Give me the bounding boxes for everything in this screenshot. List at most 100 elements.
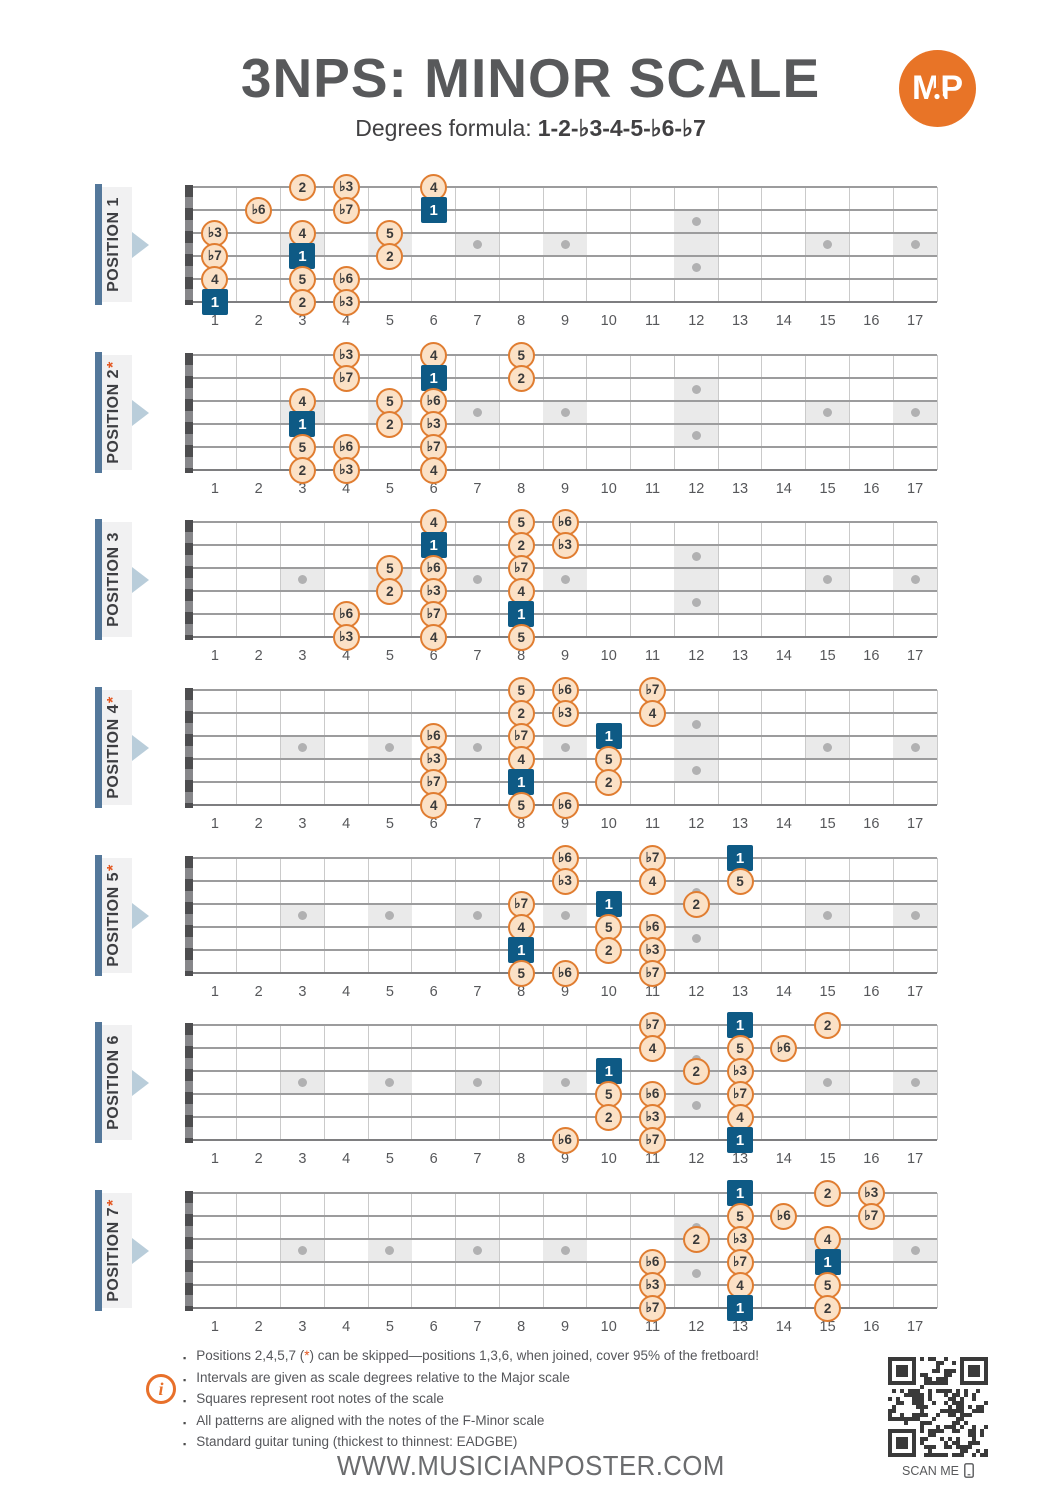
fret-number: 8: [517, 816, 526, 832]
note-marker: ♭7: [420, 768, 448, 796]
inlay-dot: [297, 743, 307, 752]
inlay-dot: [691, 720, 701, 729]
inlay-dot: [691, 552, 701, 561]
note-marker: 2: [376, 242, 404, 270]
root-note-marker: 1: [595, 891, 622, 917]
note-marker: ♭6: [245, 196, 273, 224]
position-block-5: POSITION 5 * ♭6 ♭7 1 ♭3 4 5 ♭7 1 2 4 5 ♭6 1 2 ♭3 5 ♭6 ♭7 1 2 3…: [0, 844, 1061, 1020]
fret-line: [761, 355, 763, 470]
fret-number: 5: [385, 481, 394, 497]
fret-number: 14: [775, 816, 792, 832]
note-marker: 5: [376, 387, 404, 415]
note-marker: ♭3: [201, 219, 229, 247]
fret-number: 10: [600, 984, 617, 1000]
fret-line: [236, 1025, 238, 1140]
string-line: [193, 1093, 937, 1095]
string-line: [193, 735, 937, 737]
root-note-marker: 1: [814, 1249, 841, 1275]
root-note-marker: 1: [595, 1058, 622, 1084]
fret-line: [936, 1193, 938, 1308]
fret-number: 11: [644, 816, 661, 832]
string-line: [193, 255, 937, 257]
fret-number: 10: [600, 816, 617, 832]
note-bullet-text: Positions 2,4,5,7 (*) can be skipped—pos…: [196, 1348, 759, 1364]
note-marker: ♭3: [726, 1057, 754, 1085]
note-marker: 2: [682, 1057, 710, 1085]
fret-line: [498, 522, 500, 637]
fret-line: [717, 355, 719, 470]
fret-number: 12: [688, 648, 705, 664]
fret-number: 8: [517, 1151, 526, 1167]
fret-number: 2: [254, 984, 263, 1000]
fret-number: 17: [907, 984, 924, 1000]
fret-number: 11: [644, 481, 661, 497]
note-marker: ♭6: [770, 1202, 798, 1230]
fret-number: 12: [688, 1319, 705, 1335]
fret-line: [630, 858, 632, 973]
fret-number: 17: [907, 648, 924, 664]
fret-number: 7: [473, 1151, 482, 1167]
note-bullet-segment: Intervals are given as scale degrees rel…: [196, 1369, 570, 1385]
note-bullet-segment: All patterns are aligned with the notes …: [196, 1412, 545, 1428]
position-arrow-icon: [132, 1237, 149, 1264]
position-label-bar: [95, 519, 102, 640]
fret-number: 12: [688, 313, 705, 329]
string-line: [193, 1047, 937, 1049]
fret-number: 5: [385, 648, 394, 664]
string-line: [193, 354, 937, 356]
skippable-star: *: [104, 1199, 122, 1206]
position-block-6: POSITION 6 ♭7 1 2 4 5 ♭6 1 2 ♭3 5 ♭6 ♭7 2 ♭3 4 ♭6 ♭7 1 1 2 3 4…: [0, 1011, 1061, 1187]
inlay-dot: [472, 911, 482, 920]
inlay-dot: [691, 1101, 701, 1110]
fret-line: [323, 690, 325, 805]
fret-line: [323, 355, 325, 470]
string-line: [193, 1116, 937, 1118]
note-marker: 5: [595, 1080, 623, 1108]
fret-number: 6: [429, 984, 438, 1000]
fret-line: [717, 690, 719, 805]
note-marker: ♭6: [639, 1080, 667, 1108]
fret-line: [411, 858, 413, 973]
fret-line: [236, 858, 238, 973]
fret-line: [848, 187, 850, 302]
inlay-dot: [691, 385, 701, 394]
note-marker: ♭3: [332, 456, 360, 484]
fret-line: [717, 858, 719, 973]
string-line: [193, 635, 937, 639]
degrees-formula-label: Degrees formula:: [355, 115, 532, 141]
fret-number: 3: [298, 984, 307, 1000]
fret-number: 9: [560, 313, 570, 329]
string-line: [193, 1024, 937, 1026]
fret-number: 14: [775, 1151, 792, 1167]
note-bullet-segment: Positions 2,4,5,7 (: [196, 1348, 305, 1363]
note-marker: 2: [288, 173, 316, 201]
bullet-square-icon: ▪: [183, 1374, 187, 1385]
string-line: [193, 613, 937, 615]
inlay-dot: [297, 1078, 307, 1087]
fret-number: 9: [560, 1151, 570, 1167]
position-arrow-icon: [132, 231, 149, 258]
fret-number: 16: [863, 1319, 880, 1335]
note-marker: 5: [507, 676, 535, 704]
note-bullet: ▪ All patterns are aligned with the notes…: [183, 1412, 903, 1431]
note-bullet-segment: Standard guitar tuning (thickest to thin…: [196, 1434, 518, 1449]
note-marker: ♭6: [332, 433, 360, 461]
fret-number: 13: [731, 648, 749, 664]
fret-line: [936, 858, 938, 973]
fret-number: 1: [210, 313, 219, 329]
string-line: [193, 949, 937, 951]
fret-line: [630, 1025, 632, 1140]
note-marker: ♭7: [639, 1126, 667, 1154]
note-marker: 2: [814, 1011, 842, 1039]
fret-line: [936, 1025, 938, 1140]
inlay-dot: [560, 575, 570, 584]
note-bullet-text: Squares represent root notes of the scal…: [196, 1391, 444, 1407]
fret-number: 8: [517, 313, 526, 329]
fret-number: 13: [731, 1151, 749, 1167]
fret-number: 10: [600, 481, 617, 497]
inlay-dot: [472, 743, 482, 752]
fret-line: [498, 690, 500, 805]
fret-line: [411, 522, 413, 637]
fretboard: 5 ♭6 ♭7 2 ♭3 4 ♭6 ♭7 1 ♭3 4 5 ♭7 1 2 4 5 ♭6 1 2 3 4 5 6 7 8 9 10 11 1…: [185, 676, 938, 832]
skippable-star: *: [104, 696, 122, 703]
